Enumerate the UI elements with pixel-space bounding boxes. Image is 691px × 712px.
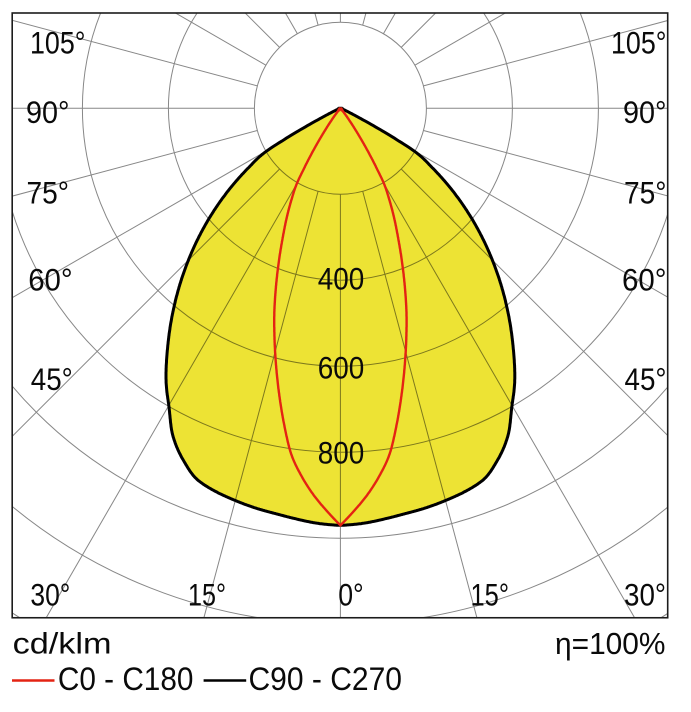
- svg-text:45°: 45°: [625, 361, 667, 397]
- svg-text:800: 800: [318, 435, 365, 471]
- svg-text:C90 - C270: C90 - C270: [249, 661, 403, 697]
- svg-text:600: 600: [318, 350, 365, 386]
- svg-text:60°: 60°: [622, 261, 667, 297]
- svg-text:45°: 45°: [31, 361, 73, 397]
- svg-text:cd/klm: cd/klm: [13, 628, 112, 661]
- svg-text:90°: 90°: [26, 94, 70, 130]
- svg-text:η=100%: η=100%: [555, 626, 666, 661]
- svg-text:15°: 15°: [471, 576, 510, 612]
- svg-text:C0 - C180: C0 - C180: [58, 661, 194, 697]
- svg-text:60°: 60°: [28, 261, 72, 297]
- svg-text:90°: 90°: [623, 94, 667, 130]
- svg-text:30°: 30°: [30, 576, 70, 612]
- svg-text:105°: 105°: [611, 24, 667, 60]
- svg-text:0°: 0°: [338, 576, 364, 612]
- svg-text:105°: 105°: [30, 24, 86, 60]
- svg-text:400: 400: [318, 261, 365, 297]
- svg-text:30°: 30°: [624, 576, 666, 612]
- svg-text:15°: 15°: [188, 576, 226, 612]
- svg-text:75°: 75°: [27, 175, 70, 211]
- svg-text:75°: 75°: [624, 175, 667, 211]
